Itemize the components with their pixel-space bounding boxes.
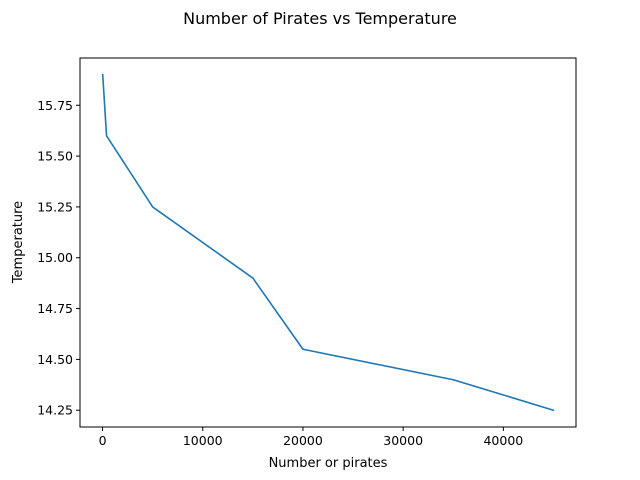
chart-title: Number of Pirates vs Temperature <box>183 9 457 28</box>
y-tick-label: 15.25 <box>37 199 73 214</box>
x-tick-label: 40000 <box>483 433 523 448</box>
x-tick-label: 30000 <box>383 433 423 448</box>
x-tick-label: 0 <box>99 433 107 448</box>
y-tick-label: 14.25 <box>37 403 73 418</box>
y-axis-ticks: 14.25 14.50 14.75 15.00 15.25 15.50 15.75 <box>37 98 80 418</box>
y-tick-label: 15.00 <box>37 250 73 265</box>
y-tick-label: 14.50 <box>37 352 73 367</box>
y-tick-label: 15.50 <box>37 149 73 164</box>
x-axis-label: Number or pirates <box>269 456 388 471</box>
y-axis-label: Temperature <box>11 201 26 284</box>
plot-area <box>79 57 577 428</box>
y-tick-label: 14.75 <box>37 301 73 316</box>
series-line-temperature <box>101 73 555 412</box>
x-tick-label: 10000 <box>183 433 223 448</box>
x-axis-ticks: 0 10000 20000 30000 40000 <box>99 427 523 448</box>
x-tick-label: 20000 <box>283 433 323 448</box>
y-tick-label: 15.75 <box>37 98 73 113</box>
